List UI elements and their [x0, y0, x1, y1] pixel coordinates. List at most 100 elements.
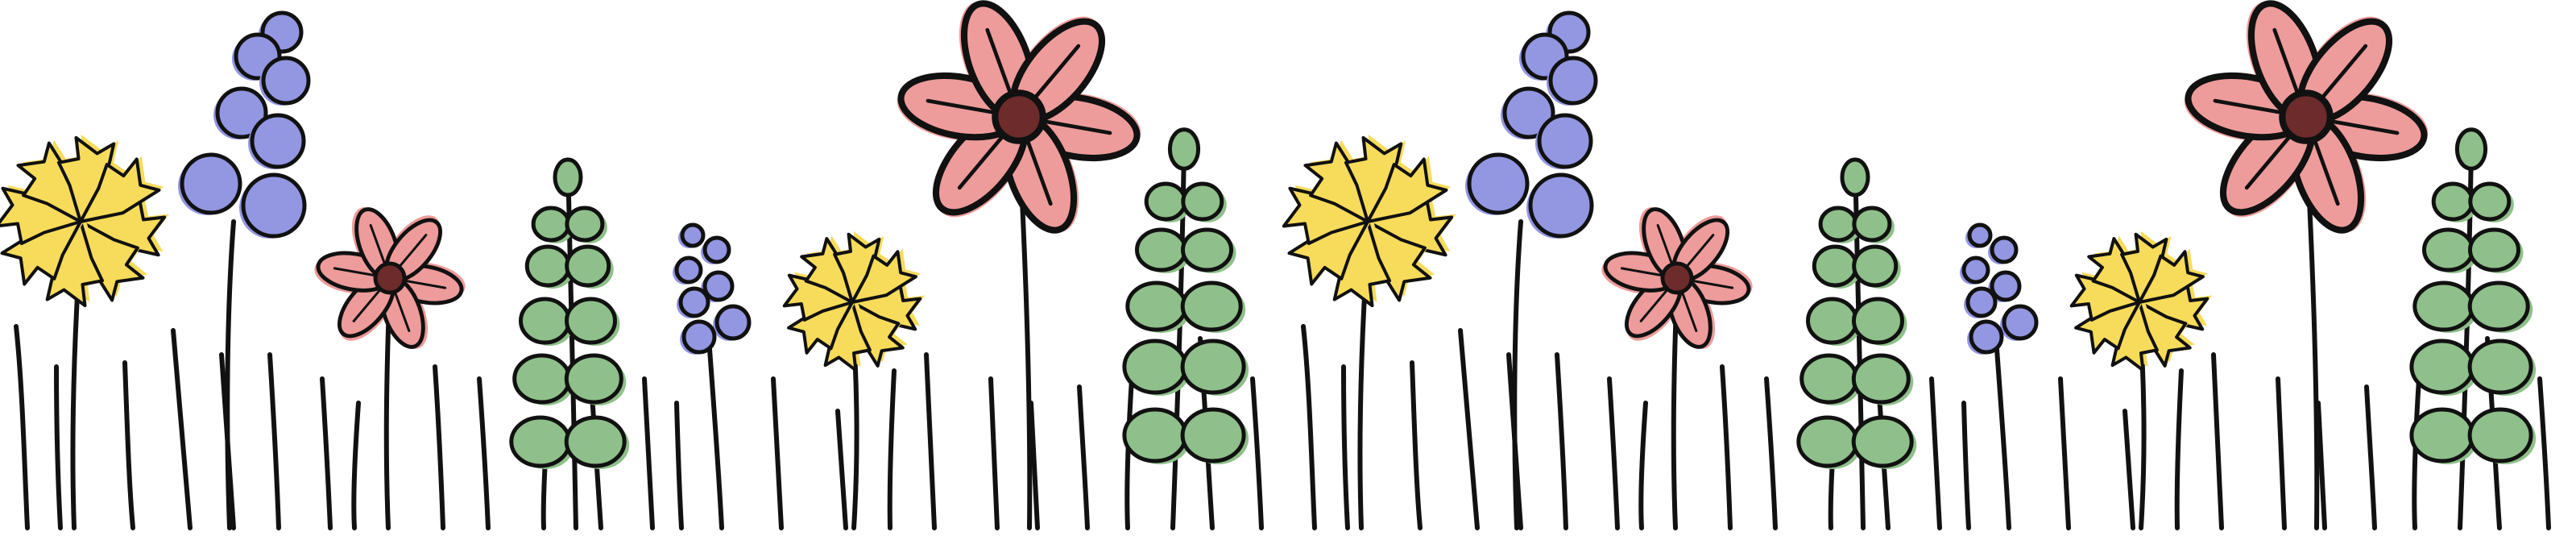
green-leaf: [1180, 280, 1243, 332]
blue-berry: [714, 304, 752, 341]
petal-vein: [352, 287, 383, 322]
flower-center: [2279, 89, 2334, 144]
petal-vein: [397, 234, 428, 269]
blue-berry: [1961, 256, 1990, 285]
green-leaf: [565, 206, 605, 243]
petal-vein: [1620, 267, 1666, 277]
petal-vein: [1024, 135, 1053, 206]
green-leaf: [1799, 353, 1859, 405]
green-leaf: [1852, 297, 1904, 345]
blue-berry: [1969, 319, 2004, 355]
blue-berry-cluster: [1512, 219, 1523, 530]
green-leaf: [1851, 415, 1914, 468]
green-leaf: [524, 244, 571, 288]
green-leaf: [531, 206, 571, 243]
green-leaf: [1806, 297, 1858, 345]
pink-daisy-large-1: [2184, 0, 2429, 234]
petal-vein: [1680, 289, 1698, 332]
blue-berry: [250, 113, 306, 169]
blue-berry-cluster-small: [1994, 336, 2011, 530]
green-leaf: [565, 297, 617, 345]
green-leaf: [2412, 280, 2475, 332]
blue-berry: [1502, 86, 1555, 139]
grass-blades: [1301, 324, 2551, 530]
green-leaf: [2468, 181, 2512, 222]
green-leaf: [519, 297, 571, 345]
blue-berry: [702, 270, 735, 302]
flower-border-repeat-blooms: [1282, 0, 2537, 469]
pink-daisy-small-1: [1601, 207, 1753, 349]
green-leaf-sprig-1: [509, 157, 630, 469]
green-leaf: [1125, 280, 1188, 332]
green-leaf: [1180, 339, 1246, 395]
petal-vein: [2244, 131, 2295, 190]
petal-vein: [1038, 118, 1112, 135]
flower-center: [992, 89, 1046, 144]
petal-vein: [1639, 287, 1670, 322]
petal-vein: [369, 224, 387, 268]
blue-berry: [702, 235, 731, 264]
green-leaf: [1122, 339, 1188, 395]
blue-berry: [681, 319, 717, 355]
blue-berry: [1537, 113, 1593, 169]
flower-center: [1660, 261, 1694, 295]
blue-berry: [1548, 56, 1598, 106]
blue-berry-cluster-1: [178, 10, 311, 239]
flower-center: [373, 261, 407, 295]
yellow-star-flower-2: [782, 231, 926, 372]
blue-berry: [1528, 172, 1594, 239]
blue-berry: [2002, 304, 2039, 341]
petal-vein: [1688, 279, 1734, 289]
blue-berry: [180, 152, 242, 215]
petal-vein: [2317, 44, 2368, 102]
green-leaf: [553, 157, 583, 197]
blue-berry: [678, 286, 710, 318]
green-leaf: [1851, 353, 1911, 405]
green-leaf: [1852, 206, 1892, 243]
yellow-star-flower-1: [0, 134, 170, 308]
petal-vein: [2311, 135, 2340, 206]
green-leaf: [2467, 280, 2530, 332]
blue-berry: [1990, 270, 2022, 302]
petal-vein: [2213, 98, 2287, 115]
green-leaf: [1180, 407, 1246, 463]
green-leaf: [509, 415, 572, 468]
yellow-petal: [851, 250, 917, 304]
blue-berry: [241, 172, 307, 239]
blue-berry: [1967, 222, 1993, 248]
petal-vein: [401, 279, 447, 289]
green-leaf: [512, 353, 572, 405]
blue-berry-cluster-1: [1465, 10, 1598, 239]
yellow-star-flower-2: [2069, 231, 2213, 372]
blue-berry: [1990, 235, 2019, 264]
petal-vein: [1030, 44, 1081, 102]
yellow-petal: [2138, 250, 2205, 304]
petal-vein: [333, 267, 379, 277]
yellow-star-flower-1: [1282, 134, 1457, 308]
green-leaf: [2409, 407, 2475, 463]
flower-border-repeat-stems: [1301, 135, 2551, 530]
petal-vein: [2325, 118, 2400, 135]
blue-berry-cluster-small-1: [673, 222, 752, 355]
blue-berry: [680, 222, 706, 248]
green-leaf: [2431, 181, 2475, 222]
green-leaf: [2422, 227, 2475, 272]
pink-daisy-small-1: [314, 207, 466, 349]
petal-vein: [393, 289, 411, 332]
green-leaf: [2468, 227, 2520, 272]
blue-berry: [1467, 152, 1530, 215]
grass-blades: [14, 324, 1264, 530]
green-leaf: [1181, 227, 1233, 272]
pink-daisy-large-1: [897, 0, 1141, 234]
green-leaf: [1144, 181, 1187, 222]
green-leaf: [1852, 244, 1899, 288]
green-leaf: [565, 244, 611, 288]
green-leaf: [1135, 227, 1187, 272]
petal-vein: [2272, 27, 2301, 98]
green-leaf: [1812, 244, 1858, 288]
green-leaf: [1818, 206, 1858, 243]
petal-vein: [1684, 234, 1715, 269]
green-leaf: [2467, 339, 2533, 395]
green-leaf: [1181, 181, 1224, 222]
blue-berry-cluster-small-1: [1960, 222, 2039, 355]
